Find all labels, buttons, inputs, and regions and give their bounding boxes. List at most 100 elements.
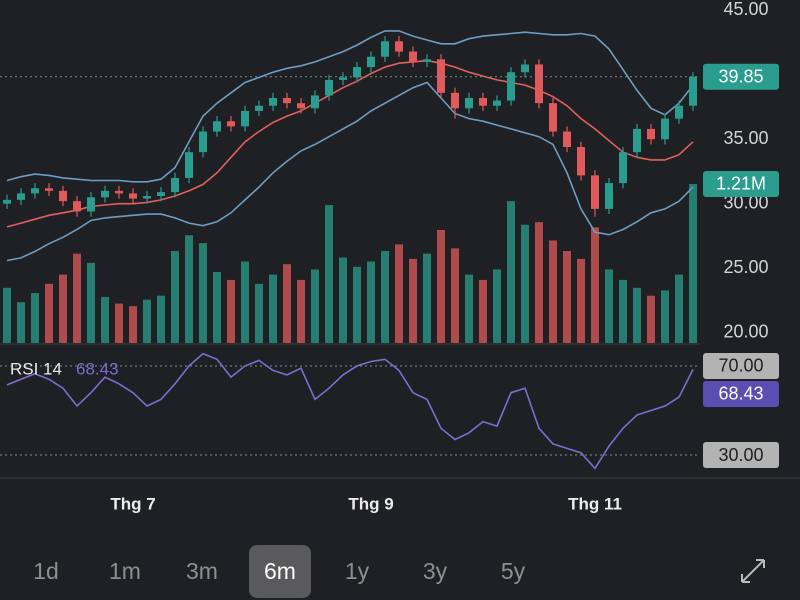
candle-body [493,100,501,106]
y-tick-label: 20.00 [723,321,768,341]
candle-body [311,95,319,109]
volume-badge-label: 1.21M [716,174,766,194]
volume-bar [577,258,585,343]
x-tick-label: Thg 9 [348,494,393,513]
volume-bar [185,235,193,343]
candle-body [367,56,375,68]
candle-body [213,121,221,132]
volume-bar [115,303,123,343]
volume-bar [213,272,221,343]
candle-body [577,147,585,176]
rsi-tick-label: 70.00 [718,356,763,376]
volume-bar [465,274,473,343]
candle-body [325,79,333,96]
volume-bar [591,227,599,343]
volume-bar [619,279,627,343]
candle-body [633,128,641,153]
candle-body [465,98,473,109]
volume-bar [143,299,151,343]
volume-bar [423,253,431,343]
expand-glyph [741,559,765,583]
rsi-line [6,352,694,470]
range-button[interactable]: 3y [423,558,448,584]
range-button[interactable]: 1d [33,558,59,584]
candle-body [101,190,109,198]
candle-body [661,118,669,140]
range-button[interactable]: 5y [501,558,526,584]
candle-body [87,197,95,212]
volume-bar [381,251,389,343]
volume-bar [633,287,641,343]
range-button[interactable]: 1m [109,558,141,584]
volume-bar [479,279,487,343]
volume-bar [59,274,67,343]
range-label: 3y [423,558,448,584]
volume-bars [3,183,697,343]
candle-body [647,128,655,140]
volume-bar [647,295,655,343]
candle-body [31,188,39,194]
volume-bar [129,306,137,343]
range-button[interactable]: 3m [186,558,218,584]
volume-bar [87,262,95,343]
volume-bar [3,287,11,343]
volume-bar [451,248,459,343]
volume-bar [437,229,445,343]
candle-body [619,152,627,184]
candle-body [549,103,557,132]
x-tick-label: Thg 7 [110,494,155,513]
y-tick-label: 25.00 [723,257,768,277]
volume-bar [101,297,109,343]
candle-body [689,76,697,106]
expand-icon[interactable] [741,559,765,583]
candle-body [115,190,123,194]
range-label: 1d [33,558,59,584]
rsi-tick-label: 30.00 [718,445,763,465]
volume-bar [283,264,291,343]
volume-bar [227,279,235,343]
bollinger-middle [6,59,694,228]
candle-body [185,152,193,178]
rsi-badge [703,380,779,407]
range-button[interactable]: 6m [249,545,311,598]
volume-bar [171,251,179,343]
candle-body [507,72,515,101]
rsi-tick-badge [703,442,779,469]
candle-body [171,177,179,193]
volume-bar [367,261,375,343]
volume-bar [689,183,697,343]
candle-body [17,193,25,200]
range-button[interactable]: 1y [345,558,370,584]
volume-bar [325,205,333,343]
candle-body [563,131,571,147]
candle-body [591,175,599,209]
candle-body [409,51,417,62]
y-tick-label: 45.00 [723,0,768,19]
range-selected-bg [249,545,311,598]
candle-body [479,98,487,106]
volume-bar [297,279,305,343]
rsi-badge-label: 68.43 [718,384,763,404]
volume-bar [269,274,277,343]
candle-body [157,192,165,196]
candle-body [255,105,263,111]
candle-body [283,98,291,104]
y-tick-label: 30.00 [723,192,768,212]
candle-body [605,183,613,209]
candle-body [143,196,151,199]
range-label: 6m [264,558,296,584]
volume-bar [311,269,319,343]
price-badge [703,63,779,90]
volume-bar [395,244,403,343]
candle-body [339,77,347,80]
volume-bar [409,258,417,343]
volume-badge [703,170,779,197]
range-label: 5y [501,558,526,584]
candle-body [241,110,249,127]
legend-value: 68.43 [76,359,119,378]
candle-body [59,190,67,202]
candle-body [381,41,389,57]
volume-bar [661,290,669,343]
volume-bar [563,251,571,343]
